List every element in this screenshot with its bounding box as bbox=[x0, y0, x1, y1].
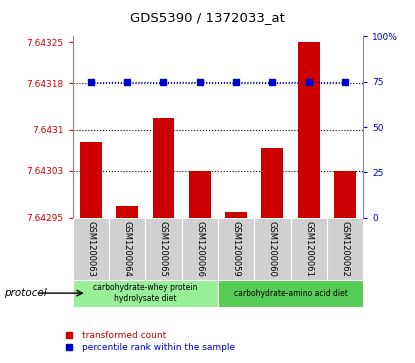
Bar bbox=[73, 218, 109, 280]
Bar bbox=[254, 218, 290, 280]
Bar bbox=[327, 218, 363, 280]
Bar bbox=[145, 218, 181, 280]
Text: carbohydrate-amino acid diet: carbohydrate-amino acid diet bbox=[234, 289, 347, 298]
Text: GDS5390 / 1372033_at: GDS5390 / 1372033_at bbox=[130, 11, 285, 24]
Bar bbox=[116, 206, 138, 218]
Text: GSM1200062: GSM1200062 bbox=[340, 221, 349, 277]
Bar bbox=[189, 171, 211, 218]
Text: GSM1200064: GSM1200064 bbox=[122, 221, 132, 277]
Bar bbox=[153, 118, 174, 218]
Bar bbox=[261, 147, 283, 218]
Text: GSM1200063: GSM1200063 bbox=[86, 221, 95, 277]
Text: carbohydrate-whey protein
hydrolysate diet: carbohydrate-whey protein hydrolysate di… bbox=[93, 284, 198, 303]
Text: protocol: protocol bbox=[4, 288, 47, 298]
Bar bbox=[109, 218, 145, 280]
Text: GSM1200060: GSM1200060 bbox=[268, 221, 277, 277]
Bar bbox=[80, 142, 102, 218]
Text: GSM1200066: GSM1200066 bbox=[195, 221, 204, 277]
Bar bbox=[225, 212, 247, 218]
Bar bbox=[218, 218, 254, 280]
Bar bbox=[290, 218, 327, 280]
Legend: transformed count, percentile rank within the sample: transformed count, percentile rank withi… bbox=[56, 327, 238, 355]
Text: GSM1200061: GSM1200061 bbox=[304, 221, 313, 277]
Text: GSM1200065: GSM1200065 bbox=[159, 221, 168, 277]
Bar bbox=[298, 42, 320, 218]
Bar bbox=[218, 280, 363, 307]
Bar bbox=[334, 171, 356, 218]
Bar bbox=[181, 218, 218, 280]
Bar bbox=[73, 280, 218, 307]
Text: GSM1200059: GSM1200059 bbox=[232, 221, 241, 277]
